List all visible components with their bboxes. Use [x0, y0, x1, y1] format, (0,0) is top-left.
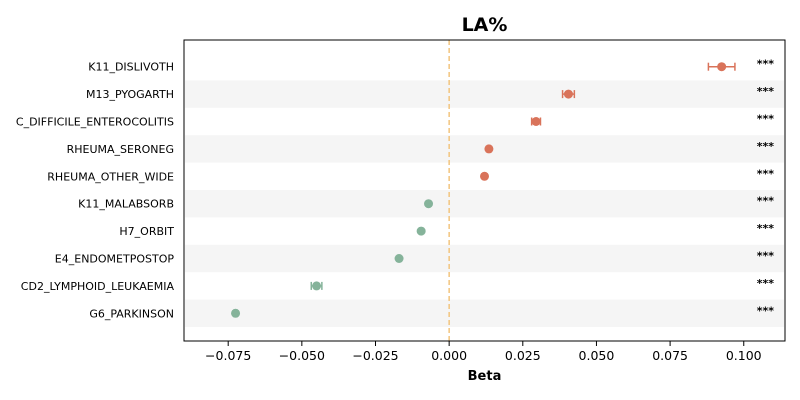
significance-labels: *** *** *** *** *** *** *** *** *** ***	[757, 58, 775, 318]
category-label: CD2_LYMPHOID_LEUKAEMIA	[21, 280, 175, 293]
data-point	[484, 144, 493, 153]
data-point	[231, 309, 240, 318]
significance-label: ***	[757, 195, 775, 208]
category-label: K11_DISLIVOTH	[88, 61, 174, 74]
category-labels: K11_DISLIVOTH M13_PYOGARTH C_DIFFICILE_ENT…	[16, 61, 175, 321]
data-point	[312, 281, 321, 290]
category-label: C_DIFFICILE_ENTEROCOLITIS	[16, 116, 174, 129]
x-tick-label: −0.075	[205, 348, 251, 363]
x-tick-label: 0.100	[726, 348, 762, 363]
data-point	[417, 227, 426, 236]
category-label: RHEUMA_OTHER_WIDE	[47, 170, 174, 183]
significance-label: ***	[757, 140, 775, 153]
data-point	[424, 199, 433, 208]
chart-title: LA%	[462, 14, 508, 36]
x-tick-label: 0.075	[652, 348, 688, 363]
significance-label: ***	[757, 250, 775, 263]
data-point	[717, 62, 726, 71]
significance-label: ***	[757, 85, 775, 98]
significance-label: ***	[757, 277, 775, 290]
x-axis-ticks: −0.075 −0.050 −0.025 0.000 0.025 0.050 0.075 0.…	[205, 341, 762, 363]
category-label: K11_MALABSORB	[78, 198, 174, 211]
category-label: M13_PYOGARTH	[86, 88, 174, 101]
significance-label: ***	[757, 113, 775, 126]
row-band	[185, 300, 784, 327]
row-band	[185, 245, 784, 272]
significance-label: ***	[757, 58, 775, 71]
category-label: E4_ENDOMETPOSTOP	[55, 253, 175, 266]
x-tick-label: 0.000	[431, 348, 467, 363]
data-point	[395, 254, 404, 263]
row-band	[185, 80, 784, 107]
category-label: H7_ORBIT	[119, 225, 174, 238]
x-axis-label: Beta	[468, 369, 502, 384]
significance-label: ***	[757, 222, 775, 235]
row-band	[185, 190, 784, 217]
x-tick-label: −0.025	[352, 348, 398, 363]
row-bands	[185, 80, 784, 327]
significance-label: ***	[757, 304, 775, 317]
data-point	[532, 117, 541, 126]
data-point	[564, 90, 573, 99]
category-label: RHEUMA_SERONEG	[67, 143, 174, 156]
data-point	[480, 172, 489, 181]
significance-label: ***	[757, 167, 775, 180]
x-tick-label: 0.050	[579, 348, 615, 363]
x-tick-label: −0.050	[279, 348, 325, 363]
category-label: G6_PARKINSON	[89, 307, 174, 320]
x-tick-label: 0.025	[505, 348, 541, 363]
